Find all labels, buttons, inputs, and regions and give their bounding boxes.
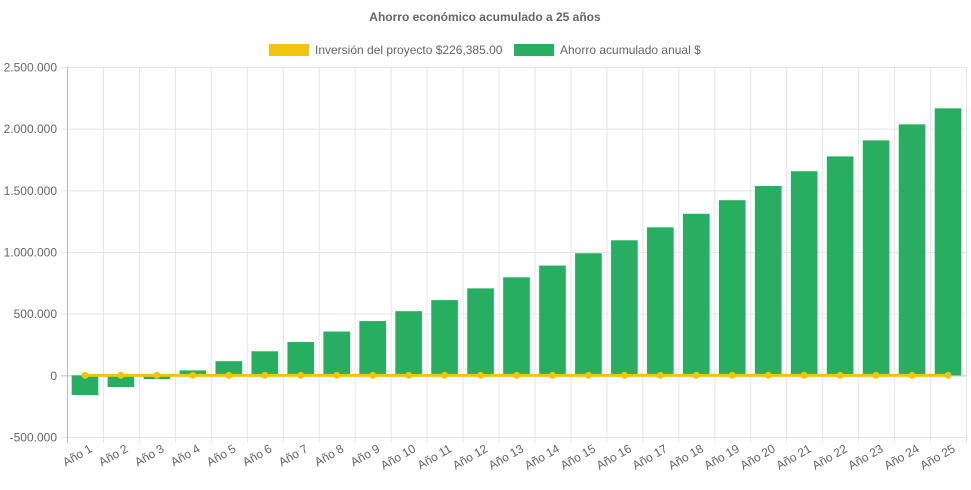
bar-16 xyxy=(611,240,638,376)
investment-point-9 xyxy=(369,371,377,379)
investment-point-5 xyxy=(225,371,233,379)
investment-point-16 xyxy=(620,371,628,379)
investment-point-14 xyxy=(548,371,556,379)
bar-19 xyxy=(718,200,746,376)
investment-point-1 xyxy=(81,371,89,379)
bar-6 xyxy=(251,351,279,376)
x-tick-label: Año 2 xyxy=(96,441,130,469)
bar-17 xyxy=(647,227,674,376)
investment-point-24 xyxy=(908,371,916,379)
investment-point-11 xyxy=(441,371,449,379)
x-tick-label: Año 8 xyxy=(312,441,346,469)
y-tick-label: 2.500.000 xyxy=(4,61,58,75)
x-tick-label: Año 22 xyxy=(810,441,850,472)
x-tick-label: Año 12 xyxy=(450,441,490,472)
investment-point-4 xyxy=(189,371,197,379)
y-tick-label: 0 xyxy=(50,369,57,383)
bar-23 xyxy=(862,140,890,376)
bar-20 xyxy=(754,186,782,376)
x-tick-label: Año 17 xyxy=(630,441,670,472)
investment-point-13 xyxy=(513,371,520,379)
x-tick-label: Año 9 xyxy=(348,441,382,469)
bar-1 xyxy=(71,375,99,396)
bar-7 xyxy=(287,342,315,376)
x-tick-label: Año 13 xyxy=(486,441,526,472)
x-tick-label: Año 5 xyxy=(204,441,238,469)
x-tick-label: Año 19 xyxy=(702,441,742,472)
x-tick-label: Año 6 xyxy=(240,441,274,469)
investment-point-6 xyxy=(261,371,269,379)
investment-point-7 xyxy=(297,371,305,379)
legend-label-inversion: Inversión del proyecto $226,385.00 xyxy=(315,43,503,57)
x-tick-label: Año 7 xyxy=(276,441,310,469)
bar-5 xyxy=(215,361,243,376)
bar-25 xyxy=(934,108,962,376)
bar-12 xyxy=(467,288,494,376)
x-tick-label: Año 23 xyxy=(846,441,886,472)
x-tick-label: Año 11 xyxy=(415,441,454,472)
x-tick-label: Año 24 xyxy=(882,441,922,472)
x-tick-label: Año 15 xyxy=(558,441,598,472)
legend-swatch-ahorro xyxy=(514,44,554,56)
bar-2 xyxy=(107,375,135,388)
x-tick-label: Año 20 xyxy=(738,441,778,472)
bar-24 xyxy=(898,124,926,376)
investment-point-3 xyxy=(153,371,161,379)
x-tick-label: Año 25 xyxy=(918,441,958,472)
investment-point-23 xyxy=(872,371,880,379)
x-tick-label: Año 18 xyxy=(666,441,706,472)
y-tick-label: 1.000.000 xyxy=(4,246,58,260)
investment-point-10 xyxy=(405,371,413,379)
legend: Inversión del proyecto $226,385.00 Ahorr… xyxy=(269,43,701,57)
y-tick-label: 2.000.000 xyxy=(4,122,58,136)
investment-point-17 xyxy=(656,371,664,379)
bar-22 xyxy=(826,156,854,376)
bar-10 xyxy=(395,311,422,376)
legend-item-ahorro[interactable]: Ahorro acumulado anual $ xyxy=(514,43,701,57)
investment-point-20 xyxy=(764,371,772,379)
bar-14 xyxy=(539,265,566,376)
bar-8 xyxy=(323,331,351,376)
bar-15 xyxy=(575,253,602,376)
x-tick-label: Año 16 xyxy=(594,441,634,472)
investment-point-8 xyxy=(333,371,341,379)
legend-item-inversion[interactable]: Inversión del proyecto $226,385.00 xyxy=(269,43,503,57)
chart-title: Ahorro económico acumulado a 25 años xyxy=(369,10,601,24)
investment-point-12 xyxy=(477,371,485,379)
x-tick-label: Año 21 xyxy=(774,441,814,472)
bar-13 xyxy=(503,277,530,376)
y-tick-label: 500.000 xyxy=(14,307,58,321)
investment-point-25 xyxy=(944,371,952,379)
x-tick-label: Año 3 xyxy=(132,441,166,469)
x-tick-label: Año 14 xyxy=(522,441,562,472)
investment-point-19 xyxy=(728,371,736,379)
legend-swatch-inversion xyxy=(269,44,309,56)
legend-label-ahorro: Ahorro acumulado anual $ xyxy=(560,43,701,57)
investment-point-18 xyxy=(692,371,700,379)
bar-11 xyxy=(431,300,458,376)
bar-21 xyxy=(790,171,818,376)
x-tick-label: Año 4 xyxy=(168,441,202,469)
investment-point-15 xyxy=(584,371,592,379)
x-tick-label: Año 1 xyxy=(60,441,94,469)
investment-point-21 xyxy=(800,371,808,379)
x-tick-label: Año 10 xyxy=(378,441,418,472)
y-tick-label: -500.000 xyxy=(10,431,58,445)
investment-point-22 xyxy=(836,371,844,379)
y-tick-label: 1.500.000 xyxy=(4,184,58,198)
bar-18 xyxy=(682,213,710,376)
investment-point-2 xyxy=(117,371,125,379)
bar-9 xyxy=(359,321,386,376)
